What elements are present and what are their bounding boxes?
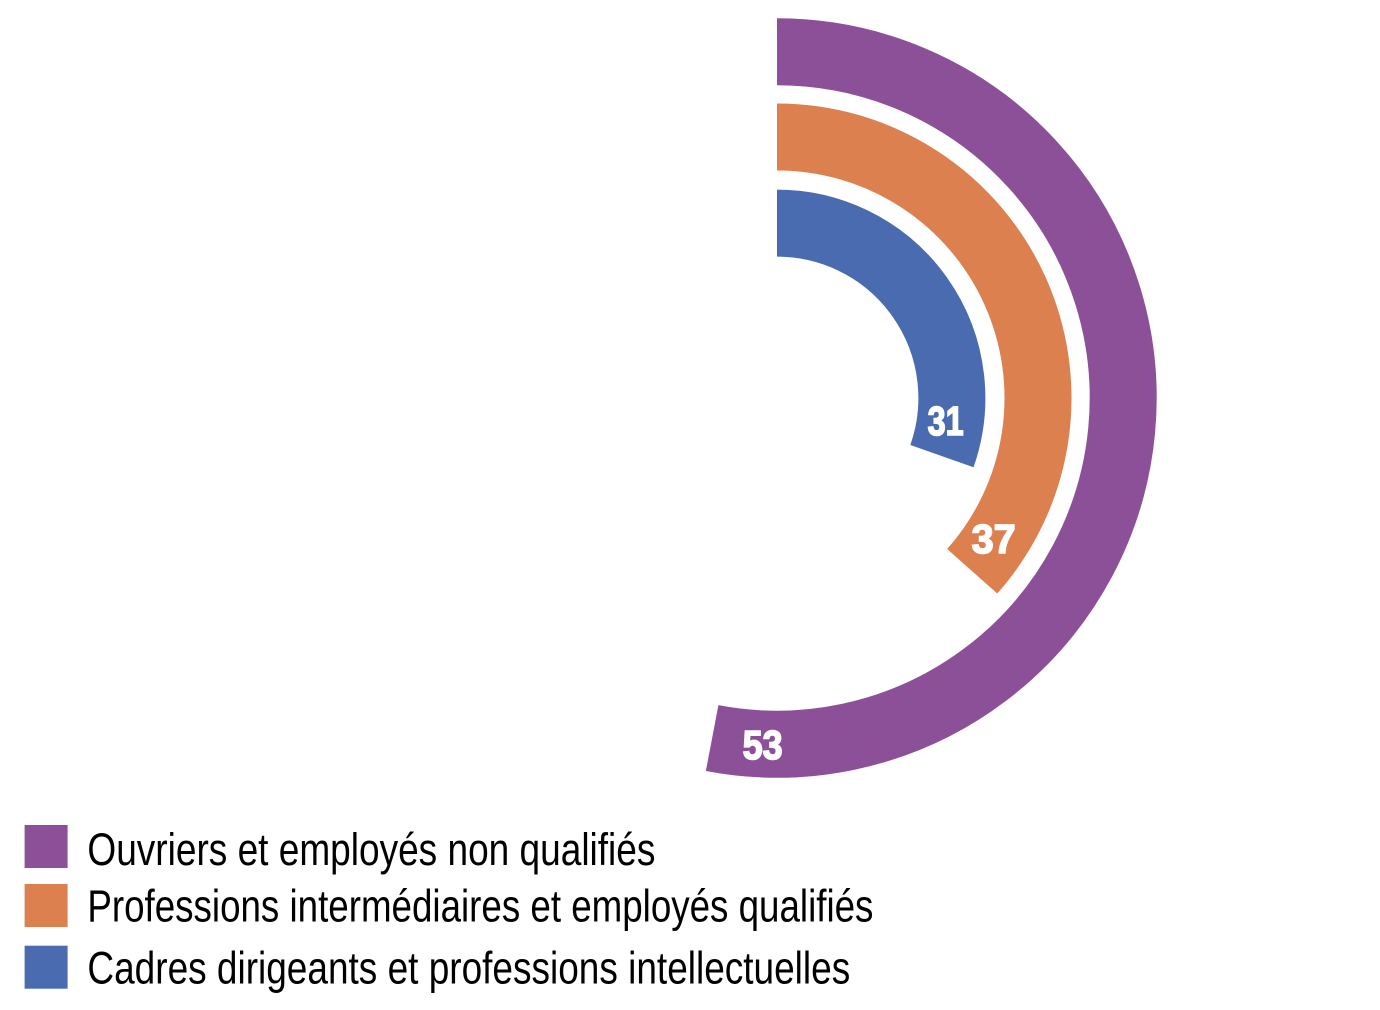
svg-text:Ouvriers et employés non quali: Ouvriers et employés non qualifiés	[87, 824, 655, 875]
svg-text:53: 53	[743, 722, 783, 768]
svg-text:31: 31	[928, 398, 964, 444]
svg-text:Cadres dirigeants et professio: Cadres dirigeants et professions intelle…	[87, 942, 850, 993]
svg-text:37: 37	[972, 516, 1016, 562]
svg-text:Professions intermédiaires et: Professions intermédiaires et employés q…	[87, 880, 873, 931]
